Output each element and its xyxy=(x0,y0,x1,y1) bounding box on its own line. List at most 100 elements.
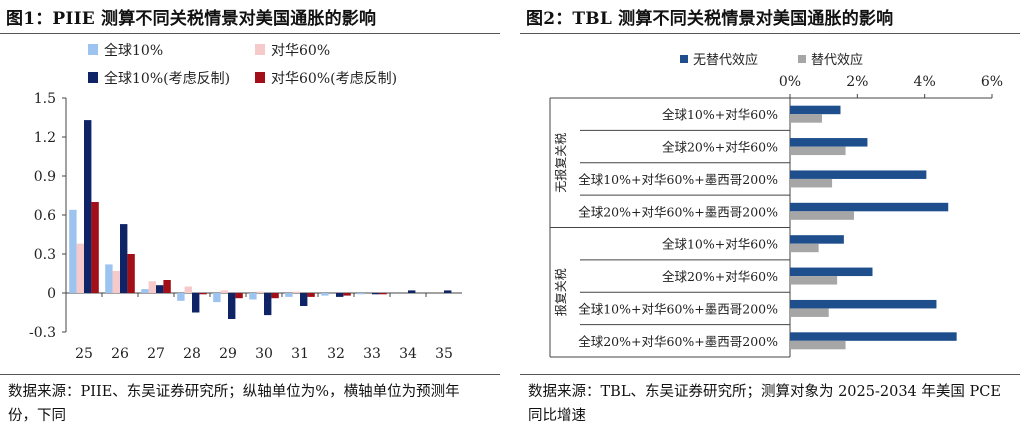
left-source-note: 数据来源：PIIE、东吴证券研究所；纵轴单位为%，横轴单位为预测年份，下同 xyxy=(8,384,460,424)
bar xyxy=(105,264,113,293)
bar xyxy=(790,267,873,277)
bar xyxy=(790,276,838,285)
bar xyxy=(292,291,300,293)
bar xyxy=(163,280,171,293)
category-label: 全球20%+对华60% xyxy=(662,140,778,155)
bar xyxy=(192,293,200,313)
bar xyxy=(790,243,819,253)
category-label: 全球10%+对华60% xyxy=(662,237,778,252)
bar xyxy=(790,138,868,147)
bar xyxy=(141,289,149,293)
group-label: 报复关税 xyxy=(553,268,568,316)
x-tick-label: 6% xyxy=(981,74,1003,90)
legend-swatch xyxy=(680,55,688,63)
bar xyxy=(790,211,854,220)
x-tick-label: 29 xyxy=(219,346,237,362)
y-tick-label: -0.3 xyxy=(29,325,56,341)
legend-label: 全球10% xyxy=(104,42,163,59)
bar xyxy=(336,293,344,297)
x-tick-label: 32 xyxy=(327,346,345,362)
bar xyxy=(249,293,257,300)
bar xyxy=(76,243,84,293)
y-tick-label: 1.2 xyxy=(34,130,56,146)
right-figure-title: 图2：TBL 测算不同关税情景对美国通胀的影响 xyxy=(526,9,894,29)
x-tick-label: 27 xyxy=(147,346,165,362)
bar xyxy=(379,293,387,295)
bar xyxy=(790,308,829,317)
x-tick-label: 2% xyxy=(846,74,868,90)
legend-swatch xyxy=(88,44,98,55)
bar xyxy=(84,120,92,293)
bar xyxy=(321,293,329,296)
bar xyxy=(127,254,135,293)
right-source-rule xyxy=(520,374,1020,375)
x-tick-label: 34 xyxy=(399,346,417,362)
category-label: 全球20%+对华60% xyxy=(662,269,778,284)
legend-label: 对华60%(考虑反制) xyxy=(271,71,397,87)
bar xyxy=(790,178,833,188)
legend-label: 无替代效应 xyxy=(693,52,758,68)
x-tick-label: 0% xyxy=(779,74,801,90)
legend-label: 替代效应 xyxy=(811,52,863,68)
left-figure-panel: 图1：PIIE 测算不同关税情景对美国通胀的影响 1.5 1.2 0.9 0.6 0.3… xyxy=(0,0,510,434)
bar xyxy=(156,285,164,293)
bar xyxy=(790,105,841,115)
y-tick-label: 0.6 xyxy=(34,208,56,224)
y-tick-label: 0.3 xyxy=(34,247,56,263)
bar xyxy=(69,209,77,293)
legend-swatch xyxy=(255,44,265,55)
bar xyxy=(307,293,315,297)
bar xyxy=(790,332,957,341)
bar xyxy=(177,293,185,301)
bar xyxy=(357,293,365,295)
bar xyxy=(228,293,236,319)
right-title-rule xyxy=(520,33,1020,34)
x-tick-label: 35 xyxy=(435,346,453,362)
bar xyxy=(444,290,452,293)
bar xyxy=(790,299,937,309)
legend-swatch xyxy=(88,72,98,83)
bar xyxy=(148,281,156,293)
legend-swatch xyxy=(798,55,806,63)
bar xyxy=(790,146,846,156)
y-tick-label: 1.5 xyxy=(34,91,56,107)
y-tick-label: 0.9 xyxy=(34,169,56,185)
bar xyxy=(235,293,243,299)
x-tick-label: 30 xyxy=(255,346,273,362)
bar xyxy=(220,290,228,293)
left-source-rule xyxy=(0,374,500,375)
category-label: 全球20%+对华60%+墨西哥200% xyxy=(578,204,778,219)
legend-label: 对华60% xyxy=(271,43,330,59)
legend-label: 全球10%(考虑反制) xyxy=(104,70,230,87)
y-tick-label: 0 xyxy=(47,286,56,302)
bar xyxy=(790,114,822,123)
bar xyxy=(790,202,949,212)
category-label: 全球10%+对华60%+墨西哥200% xyxy=(578,172,778,187)
bar xyxy=(213,293,221,303)
left-bar-chart: 1.5 1.2 0.9 0.6 0.3 0 -0.3 25 26 27 28 29 30 31 32 33 34… xyxy=(29,42,462,362)
bar xyxy=(264,293,272,316)
bar xyxy=(790,235,844,244)
bar xyxy=(408,290,416,293)
bar xyxy=(271,293,279,299)
left-title-rule xyxy=(0,33,500,34)
x-tick-label: 28 xyxy=(183,346,201,362)
category-label: 全球10%+对华60%+墨西哥200% xyxy=(578,301,778,316)
right-source-note: 数据来源：TBL、东吴证券研究所；测算对象为 2025-2034 年美国 PCE… xyxy=(528,384,1001,424)
bar xyxy=(256,291,264,293)
x-tick-label: 33 xyxy=(363,346,381,362)
bar xyxy=(372,293,380,295)
category-label: 全球20%+对华60%+墨西哥200% xyxy=(578,334,778,349)
bar xyxy=(91,202,99,293)
category-label: 全球10%+对华60% xyxy=(662,107,778,122)
left-figure-title: 图1：PIIE 测算不同关税情景对美国通胀的影响 xyxy=(6,9,377,29)
bar xyxy=(120,224,128,293)
x-tick-label: 31 xyxy=(291,346,309,362)
legend-swatch xyxy=(255,72,265,83)
x-tick-label: 25 xyxy=(75,346,93,362)
bar xyxy=(285,293,293,297)
bar xyxy=(790,170,927,179)
group-label: 无报复关税 xyxy=(553,133,568,193)
bar xyxy=(199,293,207,295)
